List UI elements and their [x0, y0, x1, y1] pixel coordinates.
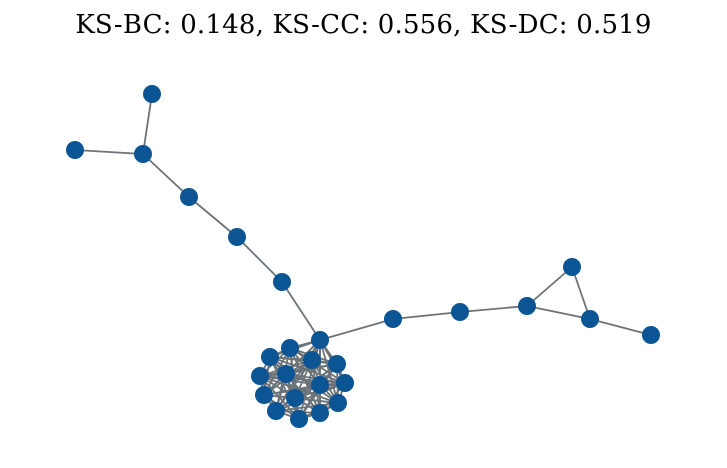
- graph-edge: [236, 236, 283, 283]
- graph-edge: [589, 318, 652, 336]
- graph-edge: [142, 153, 190, 198]
- graph-node: [255, 386, 273, 404]
- graph-node: [267, 402, 285, 420]
- graph-edge: [275, 402, 339, 412]
- graph-node: [329, 394, 347, 412]
- graph-edge: [571, 266, 591, 320]
- graph-node: [311, 331, 329, 349]
- graph-node: [563, 258, 581, 276]
- graph-node: [277, 365, 295, 383]
- graph-node: [286, 389, 304, 407]
- graph-node: [303, 351, 321, 369]
- graph-edge: [526, 266, 573, 307]
- graph-node: [261, 348, 279, 366]
- edge-layer: [74, 93, 652, 420]
- graph-node: [228, 228, 246, 246]
- graph-edge: [392, 311, 461, 320]
- graph-node: [311, 376, 329, 394]
- graph-edge: [526, 305, 591, 320]
- graph-node: [642, 326, 660, 344]
- graph-edge: [142, 93, 153, 155]
- graph-edge: [188, 196, 238, 238]
- graph-edge: [275, 382, 346, 412]
- graph-node: [180, 188, 198, 206]
- graph-node: [311, 404, 329, 422]
- graph-title: KS-BC: 0.148, KS-CC: 0.556, KS-DC: 0.519: [75, 10, 652, 40]
- graph-node: [290, 410, 308, 428]
- graph-node: [328, 355, 346, 373]
- graph-edge: [74, 149, 144, 155]
- graph-node: [518, 297, 536, 315]
- graph-node: [336, 374, 354, 392]
- graph-node: [273, 273, 291, 291]
- graph-node: [143, 85, 161, 103]
- graph-edge: [263, 382, 346, 396]
- node-layer: [66, 85, 660, 428]
- graph-edge: [459, 305, 528, 313]
- graph-node: [451, 303, 469, 321]
- graph-edge: [319, 318, 394, 341]
- graph-node: [134, 145, 152, 163]
- graph-node: [581, 310, 599, 328]
- graph-edge: [281, 281, 321, 341]
- graph-node: [66, 141, 84, 159]
- graph-node: [384, 310, 402, 328]
- graph-node: [251, 367, 269, 385]
- graph-node: [281, 339, 299, 357]
